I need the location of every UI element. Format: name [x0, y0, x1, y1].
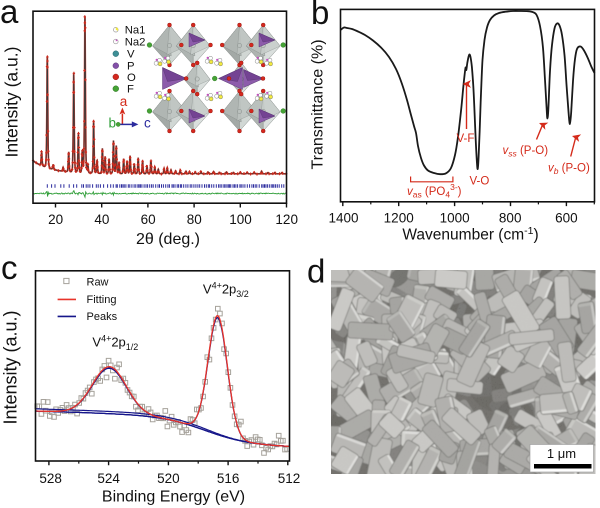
- svg-text:vb (P-O): vb (P-O): [548, 163, 590, 177]
- svg-text:800: 800: [499, 210, 522, 225]
- svg-text:a: a: [120, 94, 128, 109]
- svg-text:vss (P-O): vss (P-O): [503, 145, 549, 159]
- svg-text:2θ (deg.): 2θ (deg.): [136, 231, 200, 248]
- svg-text:80: 80: [187, 212, 202, 227]
- svg-text:d: d: [307, 253, 325, 290]
- svg-text:Binding Energy (eV): Binding Energy (eV): [102, 489, 245, 506]
- svg-text:524: 524: [97, 471, 120, 486]
- svg-text:Peaks: Peaks: [87, 311, 118, 323]
- svg-text:c: c: [144, 115, 151, 130]
- svg-text:b: b: [311, 0, 329, 31]
- svg-text:Intensity (a.u.): Intensity (a.u.): [2, 47, 22, 158]
- svg-text:vas (PO43-): vas (PO43-): [407, 182, 462, 200]
- svg-text:Na1: Na1: [125, 25, 146, 37]
- svg-text:120: 120: [275, 212, 298, 227]
- svg-text:516: 516: [217, 471, 240, 486]
- svg-text:P: P: [127, 61, 135, 73]
- svg-text:V-O: V-O: [470, 176, 490, 188]
- svg-text:V: V: [127, 49, 135, 61]
- svg-text:1400: 1400: [328, 210, 358, 225]
- svg-text:O: O: [127, 72, 136, 84]
- svg-text:1200: 1200: [384, 210, 414, 225]
- svg-text:F: F: [127, 84, 134, 96]
- svg-text:520: 520: [157, 471, 180, 486]
- svg-text:512: 512: [278, 471, 301, 486]
- svg-text:Transmittance (%): Transmittance (%): [310, 39, 327, 169]
- svg-text:Na2: Na2: [125, 37, 146, 49]
- svg-text:Raw: Raw: [87, 276, 109, 288]
- svg-text:600: 600: [555, 210, 578, 225]
- svg-text:V-F: V-F: [457, 133, 475, 145]
- svg-text:1 μm: 1 μm: [547, 446, 576, 461]
- svg-text:Fitting: Fitting: [87, 294, 117, 306]
- svg-text:c: c: [1, 249, 18, 286]
- svg-text:100: 100: [229, 212, 252, 227]
- svg-text:Wavenumber (cm-1): Wavenumber (cm-1): [402, 225, 538, 244]
- svg-text:20: 20: [48, 212, 63, 227]
- svg-text:40: 40: [94, 212, 109, 227]
- svg-text:a: a: [0, 0, 19, 30]
- svg-text:b: b: [109, 115, 117, 130]
- svg-text:60: 60: [141, 212, 156, 227]
- svg-text:528: 528: [39, 471, 62, 486]
- svg-text:Intensity (a.u.): Intensity (a.u.): [1, 310, 21, 424]
- svg-text:1000: 1000: [440, 210, 470, 225]
